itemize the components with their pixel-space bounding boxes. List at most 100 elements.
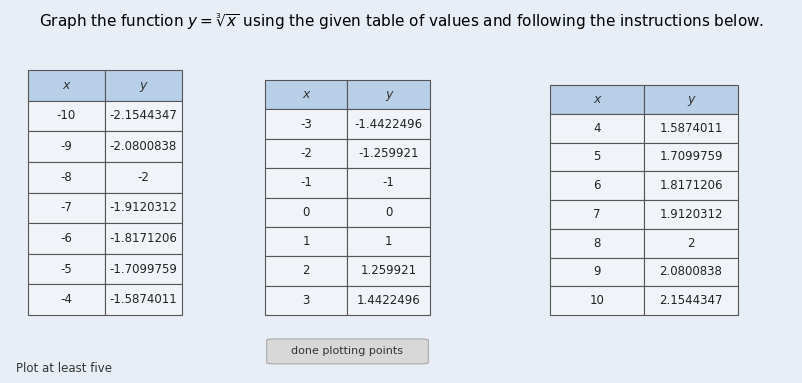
Bar [28, 193, 105, 223]
Text: y: y [385, 88, 392, 101]
Bar [28, 254, 105, 284]
Bar [105, 223, 182, 254]
Bar [105, 131, 182, 162]
Bar [643, 142, 737, 171]
Text: 1.5874011: 1.5874011 [658, 122, 722, 135]
Text: -10: -10 [57, 110, 76, 123]
Bar [265, 227, 347, 256]
Bar [105, 101, 182, 131]
Bar [265, 168, 347, 198]
Text: 1.7099759: 1.7099759 [658, 151, 722, 164]
Bar [105, 70, 182, 101]
Bar [28, 284, 105, 315]
Bar [347, 139, 429, 168]
Text: -5: -5 [60, 263, 72, 275]
Text: -1.4422496: -1.4422496 [354, 118, 423, 131]
Bar [28, 101, 105, 131]
Bar [347, 168, 429, 198]
Text: done plotting points: done plotting points [291, 346, 403, 357]
Bar [549, 200, 643, 229]
Text: -1: -1 [383, 176, 395, 189]
Text: Plot at least five: Plot at least five [16, 362, 112, 375]
Text: 0: 0 [302, 206, 310, 219]
Text: 10: 10 [589, 294, 604, 307]
Bar [28, 162, 105, 193]
Text: -7: -7 [60, 201, 72, 214]
Bar [549, 171, 643, 200]
Text: -1.5874011: -1.5874011 [110, 293, 177, 306]
Text: 7: 7 [593, 208, 600, 221]
Bar [105, 193, 182, 223]
Bar [265, 286, 347, 315]
Text: y: y [687, 93, 694, 106]
Text: y: y [140, 79, 147, 92]
Text: -6: -6 [60, 232, 72, 245]
Bar [643, 114, 737, 142]
Bar [347, 256, 429, 286]
Bar [265, 139, 347, 168]
Bar [549, 257, 643, 286]
Bar [643, 229, 737, 257]
Text: Graph the function $y = \sqrt[3]{x}$ using the given table of values and followi: Graph the function $y = \sqrt[3]{x}$ usi… [38, 11, 764, 31]
FancyBboxPatch shape [266, 339, 427, 364]
Text: -9: -9 [60, 140, 72, 153]
Text: 6: 6 [593, 179, 600, 192]
Text: x: x [302, 88, 310, 101]
Text: 1.9120312: 1.9120312 [658, 208, 722, 221]
Bar [105, 284, 182, 315]
Bar [643, 257, 737, 286]
Text: 2.1544347: 2.1544347 [658, 294, 722, 307]
Bar [265, 256, 347, 286]
Text: -2.1544347: -2.1544347 [109, 110, 177, 123]
Text: 9: 9 [593, 265, 600, 278]
Bar [643, 286, 737, 315]
Bar [643, 171, 737, 200]
Bar [549, 286, 643, 315]
Text: -1: -1 [300, 176, 312, 189]
Text: 8: 8 [593, 237, 600, 250]
Text: -1.9120312: -1.9120312 [109, 201, 177, 214]
Text: 1.8171206: 1.8171206 [658, 179, 722, 192]
Bar [347, 286, 429, 315]
Text: 1.259921: 1.259921 [360, 264, 416, 277]
Bar [105, 254, 182, 284]
Text: 2: 2 [687, 237, 694, 250]
Bar [347, 198, 429, 227]
Bar [643, 85, 737, 114]
Text: 5: 5 [593, 151, 600, 164]
Text: -3: -3 [300, 118, 312, 131]
Text: -2.0800838: -2.0800838 [110, 140, 177, 153]
Text: -2: -2 [137, 171, 149, 184]
Text: 1: 1 [384, 235, 392, 248]
Bar [549, 142, 643, 171]
Bar [347, 227, 429, 256]
Bar [105, 162, 182, 193]
Bar [28, 131, 105, 162]
Bar [347, 80, 429, 110]
Text: -1.259921: -1.259921 [358, 147, 419, 160]
Text: -2: -2 [300, 147, 312, 160]
Bar [28, 70, 105, 101]
Bar [28, 223, 105, 254]
Text: 2.0800838: 2.0800838 [658, 265, 722, 278]
Bar [347, 110, 429, 139]
Text: 0: 0 [385, 206, 392, 219]
Text: x: x [63, 79, 70, 92]
Bar [549, 85, 643, 114]
Bar [265, 110, 347, 139]
Bar [549, 229, 643, 257]
Text: -1.7099759: -1.7099759 [109, 263, 177, 275]
Text: x: x [593, 93, 600, 106]
Text: 3: 3 [302, 294, 310, 307]
Text: 1.4422496: 1.4422496 [356, 294, 420, 307]
Text: 1: 1 [302, 235, 310, 248]
Text: -4: -4 [60, 293, 72, 306]
Text: -8: -8 [60, 171, 72, 184]
Bar [265, 198, 347, 227]
Text: -1.8171206: -1.8171206 [109, 232, 177, 245]
Text: 2: 2 [302, 264, 310, 277]
Bar [549, 114, 643, 142]
Bar [643, 200, 737, 229]
Bar [265, 80, 347, 110]
Text: 4: 4 [593, 122, 600, 135]
